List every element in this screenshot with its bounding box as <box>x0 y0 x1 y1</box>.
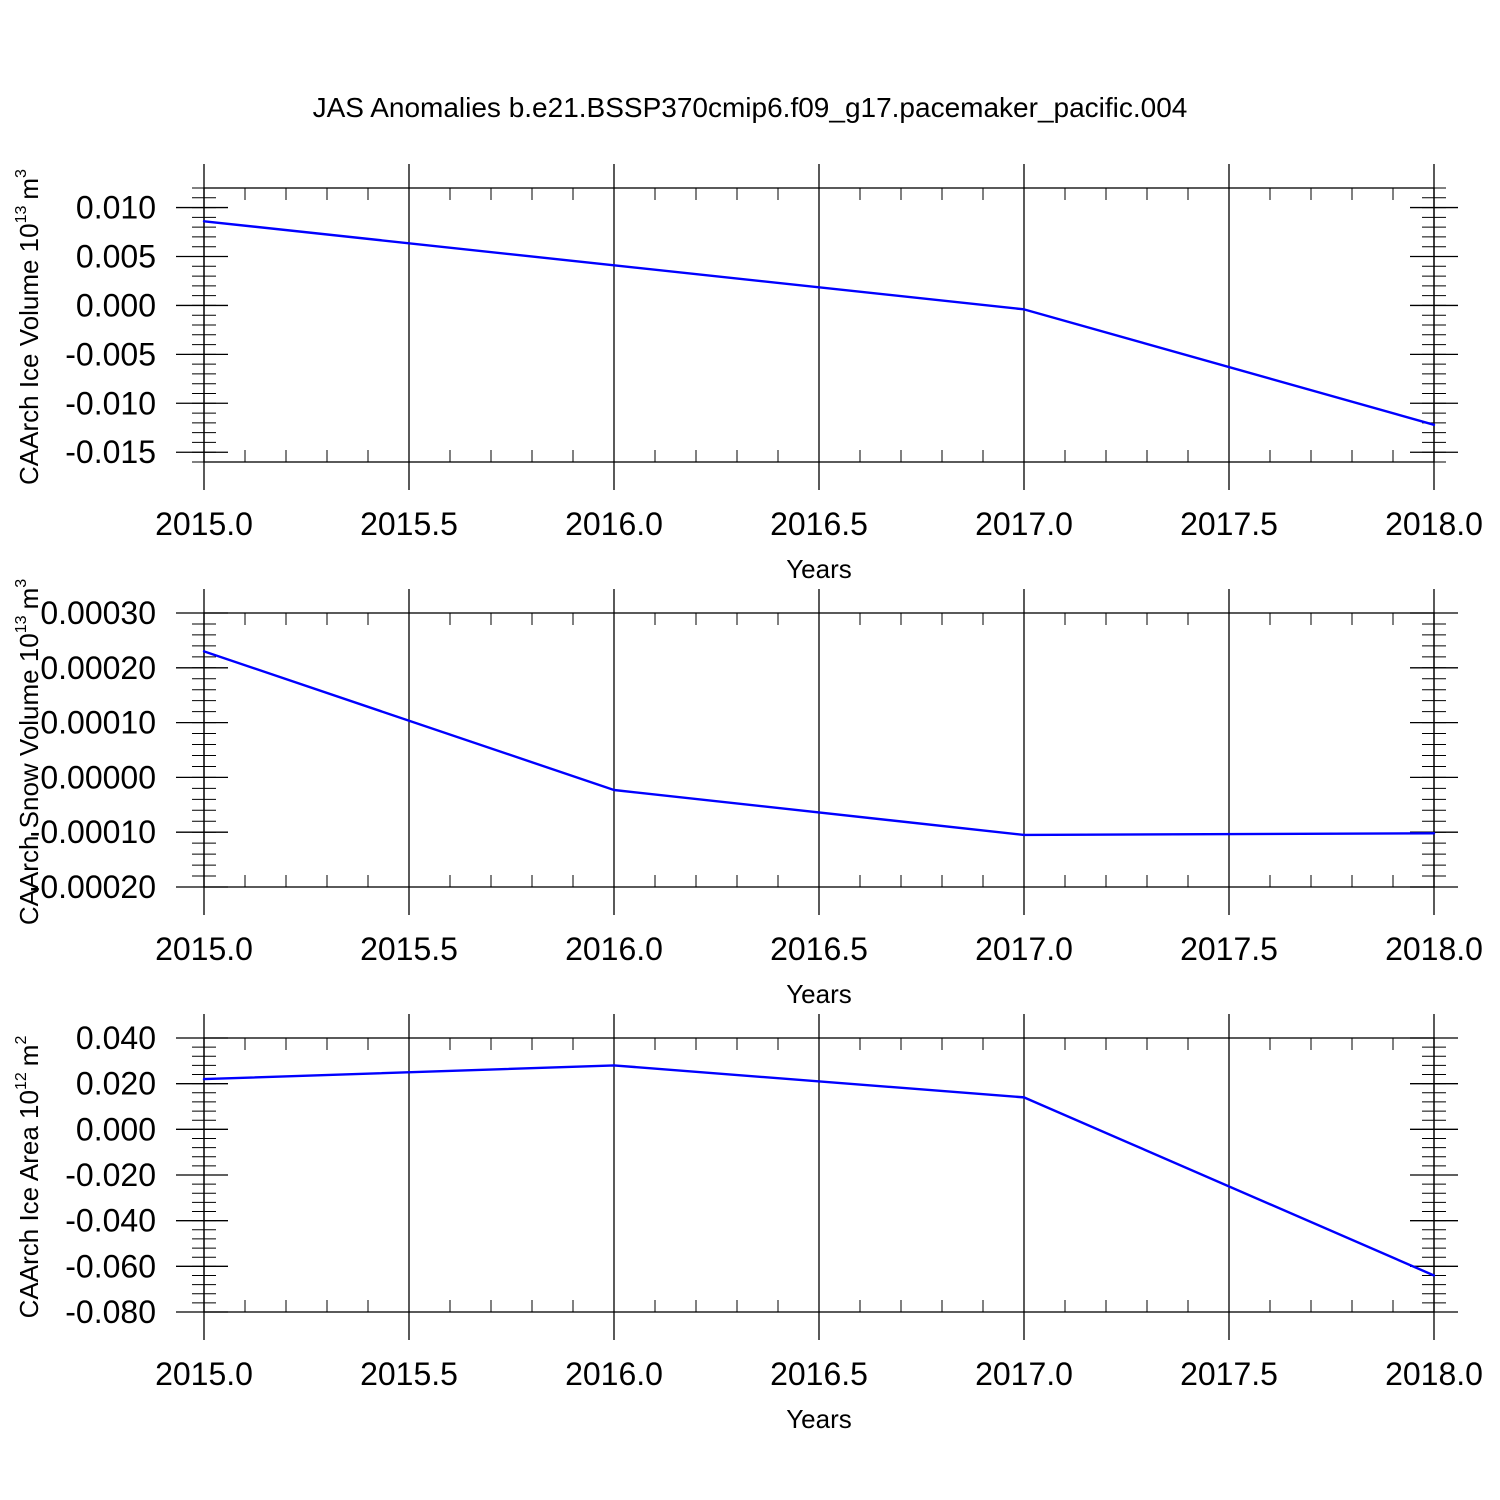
y-tick-label: -0.080 <box>65 1294 156 1330</box>
y-tick-label: -0.010 <box>65 385 156 421</box>
y-axis-label-text: CAArch Snow Volume 10 <box>14 633 44 925</box>
x-axis-label: Years <box>786 1404 852 1434</box>
data-point <box>612 788 616 792</box>
figure-title: JAS Anomalies b.e21.BSSP370cmip6.f09_g17… <box>313 92 1188 123</box>
y-tick-label: -0.005 <box>65 336 156 372</box>
y-axis-label: CAArch Ice Area 1012 m2 <box>13 1036 44 1319</box>
y-axis-label-unit: m <box>14 588 44 610</box>
x-tick-label: 2017.5 <box>1180 931 1278 967</box>
data-point <box>202 1077 206 1081</box>
y-axis-label-text: CAArch Ice Volume 10 <box>14 223 44 485</box>
data-series-line <box>203 220 1435 426</box>
y-tick-label: 0.00030 <box>40 595 156 631</box>
y-axis-label-text: CAArch Ice Area 10 <box>14 1090 44 1318</box>
y-tick-label: 0.010 <box>76 190 156 226</box>
y-axis-label-unit-exponent: 3 <box>13 579 30 588</box>
x-tick-label: 2018.0 <box>1385 1356 1483 1392</box>
data-point <box>1022 308 1026 311</box>
x-tick-label: 2016.0 <box>565 506 663 542</box>
y-tick-label: -0.040 <box>65 1203 156 1239</box>
data-series-line <box>203 650 1435 837</box>
x-tick-label: 2018.0 <box>1385 506 1483 542</box>
panel-3: 2015.0 2015.5 2016.0 2016.5 2017.0 2017.5 2018… <box>13 1014 1483 1434</box>
x-tick-label: 2017.0 <box>975 931 1073 967</box>
y-tick-label: 0.020 <box>76 1066 156 1102</box>
y-axis-label-unit: m <box>14 1045 44 1067</box>
y-tick-label: 0.000 <box>76 287 156 323</box>
x-tick-label: 2016.0 <box>565 931 663 967</box>
data-point <box>1432 1274 1436 1277</box>
x-tick-label: 2016.5 <box>770 931 868 967</box>
y-tick-label: -0.00010 <box>30 814 156 850</box>
panel-1: 2015.0 2015.5 2016.0 2016.5 2017.0 2017.5 2018… <box>13 164 1483 584</box>
y-tick-label: 0.00010 <box>40 705 156 741</box>
y-tick-label: 0.00020 <box>40 650 156 686</box>
y-axis-label-exponent: 13 <box>13 206 30 224</box>
data-point <box>612 1064 616 1067</box>
y-axis-label: CAArch Ice Volume 1013 m3 <box>13 169 44 485</box>
x-tick-label: 2017.5 <box>1180 506 1278 542</box>
y-tick-label: 0.00000 <box>40 759 156 795</box>
y-axis-label: CAArch Snow Volume 1013 m3 <box>13 579 44 925</box>
y-axis-label-unit-exponent: 2 <box>13 1036 30 1045</box>
data-point <box>202 220 206 223</box>
x-axis-label: Years <box>786 979 852 1009</box>
x-tick-label: 2015.0 <box>155 1356 253 1392</box>
x-tick-label: 2015.0 <box>155 931 253 967</box>
y-tick-label: -0.015 <box>65 434 156 470</box>
x-tick-label: 2015.0 <box>155 506 253 542</box>
x-tick-label: 2015.5 <box>360 506 458 542</box>
y-axis-label-unit-exponent: 3 <box>13 169 30 178</box>
x-tick-label: 2015.5 <box>360 931 458 967</box>
x-tick-label: 2018.0 <box>1385 931 1483 967</box>
x-tick-label: 2016.5 <box>770 506 868 542</box>
data-point <box>1022 833 1026 837</box>
y-tick-label: -0.060 <box>65 1248 156 1284</box>
data-point <box>1432 832 1436 835</box>
y-tick-label: -0.00020 <box>30 869 156 905</box>
x-tick-label: 2016.0 <box>565 1356 663 1392</box>
panel-2: 2015.0 2015.5 2016.0 2016.5 2017.0 2017.5 2018… <box>13 579 1483 1009</box>
data-point <box>1432 423 1436 427</box>
x-tick-label: 2017.5 <box>1180 1356 1278 1392</box>
y-tick-label: 0.000 <box>76 1111 156 1147</box>
y-axis-label-unit: m <box>14 178 44 200</box>
y-tick-label: -0.020 <box>65 1157 156 1193</box>
x-axis-label: Years <box>786 554 852 584</box>
x-tick-label: 2017.0 <box>975 1356 1073 1392</box>
y-axis-label-exponent: 12 <box>13 1072 30 1090</box>
x-tick-label: 2016.5 <box>770 1356 868 1392</box>
x-tick-label: 2017.0 <box>975 506 1073 542</box>
x-tick-label: 2015.5 <box>360 1356 458 1392</box>
data-point <box>1022 1096 1026 1099</box>
panels: 2015.0 2015.5 2016.0 2016.5 2017.0 2017.5 2018… <box>13 164 1483 1434</box>
data-point <box>202 650 206 653</box>
y-tick-label: 0.040 <box>76 1020 156 1056</box>
data-series-line <box>203 1064 1435 1277</box>
y-tick-label: 0.005 <box>76 239 156 275</box>
data-point <box>612 264 616 267</box>
y-axis-label-exponent: 13 <box>13 615 30 633</box>
